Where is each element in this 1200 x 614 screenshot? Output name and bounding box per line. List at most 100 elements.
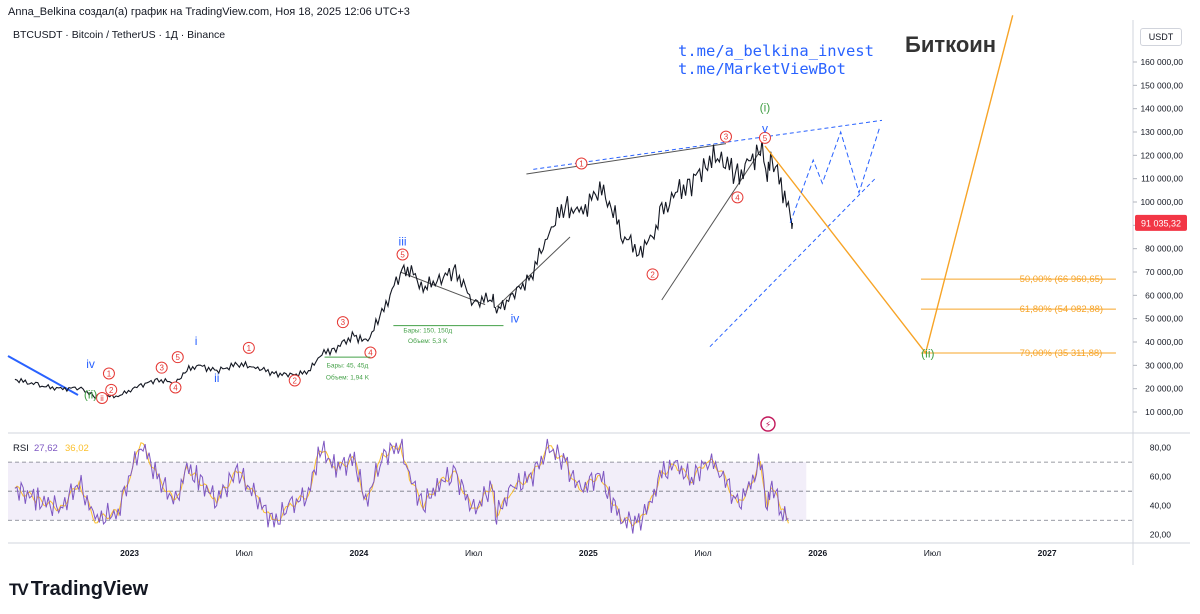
fib-level-label: 50,00% (66 960,65) [1020, 274, 1103, 285]
wave-label: iv [86, 357, 95, 371]
wave-label: 2 [109, 386, 114, 395]
time-tick-label: 2027 [1038, 548, 1057, 558]
wave-label-circle [155, 361, 168, 374]
measure-note: Объем: 5,3 K [408, 337, 448, 345]
wave-label-circle [719, 130, 732, 143]
wave-label-circle [102, 367, 115, 380]
wave-label: 3 [159, 364, 164, 373]
wave-label-circle [96, 392, 109, 404]
flash-icon-glyph: ⚡ [765, 420, 771, 430]
rsi-legend-ma: 36,02 [65, 443, 89, 454]
measure-note: Бары: 150, 150д [403, 328, 452, 335]
price-tick-label: 140 000,00 [1140, 104, 1183, 114]
price-tick-label: 150 000,00 [1140, 80, 1183, 90]
price-tick-label: 10 000,00 [1145, 407, 1183, 417]
current-price-label: 91 035,32 [1141, 218, 1181, 228]
currency-button[interactable]: USDT [1140, 28, 1182, 46]
wave-label-circle [171, 351, 184, 364]
chart-title: Биткоин [905, 32, 997, 57]
wave-label: 1 [247, 344, 252, 353]
time-tick-label: Июл [236, 548, 253, 558]
channel-upper-line [533, 119, 883, 170]
time-tick-label: 2024 [350, 548, 369, 558]
wave-label-circle [242, 341, 255, 354]
wave-label: 3 [724, 133, 729, 142]
price-tick-label: 30 000,00 [1145, 360, 1183, 370]
rsi-tick-label: 80,00 [1150, 443, 1172, 453]
time-tick-label: 2025 [579, 548, 598, 558]
telegram-link-2[interactable]: t.me/MarketViewBot [678, 60, 846, 78]
trend-line [496, 236, 571, 308]
wave-label: (ii) [921, 347, 934, 361]
wave-label-circle [731, 191, 744, 204]
wave-label: (ii) [84, 388, 97, 402]
wave-label-circle [575, 157, 588, 170]
tradingview-brand[interactable]: TV TradingView [9, 578, 148, 601]
wave-label: ii [100, 394, 104, 403]
brand-name: TradingView [30, 578, 149, 600]
price-tick-label: 80 000,00 [1145, 244, 1183, 254]
current-price-badge [1135, 214, 1187, 231]
price-tick-label: 60 000,00 [1145, 290, 1183, 300]
measure-note: Бары: 45, 45д [327, 363, 369, 370]
wave-label-circle [288, 374, 301, 387]
wave-label-circle [336, 316, 349, 329]
price-tick-label: 120 000,00 [1140, 150, 1183, 160]
rsi-tick-label: 60,00 [1150, 472, 1172, 482]
price-tick-label: 20 000,00 [1145, 384, 1183, 394]
rsi-legend-value: 27,62 [34, 443, 58, 454]
rsi-line [14, 438, 789, 534]
wave-label: 2 [650, 270, 655, 279]
measure-note: Объем: 1,94 K [326, 373, 370, 381]
projection-orange-path [764, 15, 1014, 355]
trend-line [526, 143, 727, 175]
projection-blue-path [789, 127, 881, 224]
price-tick-label: 110 000,00 [1141, 174, 1183, 184]
channel-lower-line [709, 178, 876, 348]
author-line: Anna_Belkina создал(а) график на Trading… [8, 6, 410, 18]
price-tick-label: 40 000,00 [1145, 337, 1183, 347]
time-tick-label: Июл [924, 548, 941, 558]
telegram-link-1[interactable]: t.me/a_belkina_invest [678, 42, 874, 60]
rsi-legend-label: RSI [13, 443, 29, 454]
symbol-line: BTCUSDT · Bitcoin / TetherUS · 1Д · Bina… [13, 29, 226, 41]
wave-label-circle [758, 131, 771, 144]
wave-label-circle [105, 383, 118, 396]
tradingview-logo-icon: TV [9, 580, 29, 599]
price-tick-label: 70 000,00 [1145, 267, 1183, 277]
wave-label: 4 [173, 384, 178, 393]
wave-label: iv [511, 312, 520, 326]
wave-label: 5 [400, 251, 405, 260]
rsi-tick-label: 40,00 [1150, 501, 1172, 511]
wave-label: 1 [579, 160, 584, 169]
price-tick-label: 160 000,00 [1140, 57, 1183, 67]
wave-label: 4 [735, 193, 740, 202]
wave-label-circle [169, 381, 182, 394]
time-tick-label: 2023 [120, 548, 139, 558]
price-tick-label: 50 000,00 [1145, 314, 1183, 324]
wave-label: 5 [763, 134, 768, 143]
fib-level-label: 61,80% (54 082,88) [1020, 304, 1103, 315]
wave-label: 3 [341, 318, 346, 327]
blue-trendline [7, 355, 79, 396]
rsi-tick-label: 20,00 [1150, 530, 1172, 540]
wave-label: 5 [176, 353, 181, 362]
wave-label-circle [646, 268, 659, 281]
wave-label: 1 [107, 370, 112, 379]
price-tick-label: 130 000,00 [1140, 127, 1183, 137]
wave-label: 2 [293, 377, 298, 386]
wave-label: iii [399, 235, 407, 249]
wave-label: (i) [760, 101, 771, 115]
time-tick-label: Июл [465, 548, 482, 558]
wave-label: 4 [368, 349, 373, 358]
trend-line [400, 271, 486, 306]
price-series-line [14, 139, 794, 400]
wave-label-circle [396, 248, 409, 261]
wave-label: v [762, 122, 768, 136]
wave-label: i [195, 334, 198, 348]
time-tick-label: Июл [694, 548, 711, 558]
wave-label: ii [214, 371, 219, 385]
trend-line [661, 150, 761, 301]
time-tick-label: 2026 [808, 548, 827, 558]
